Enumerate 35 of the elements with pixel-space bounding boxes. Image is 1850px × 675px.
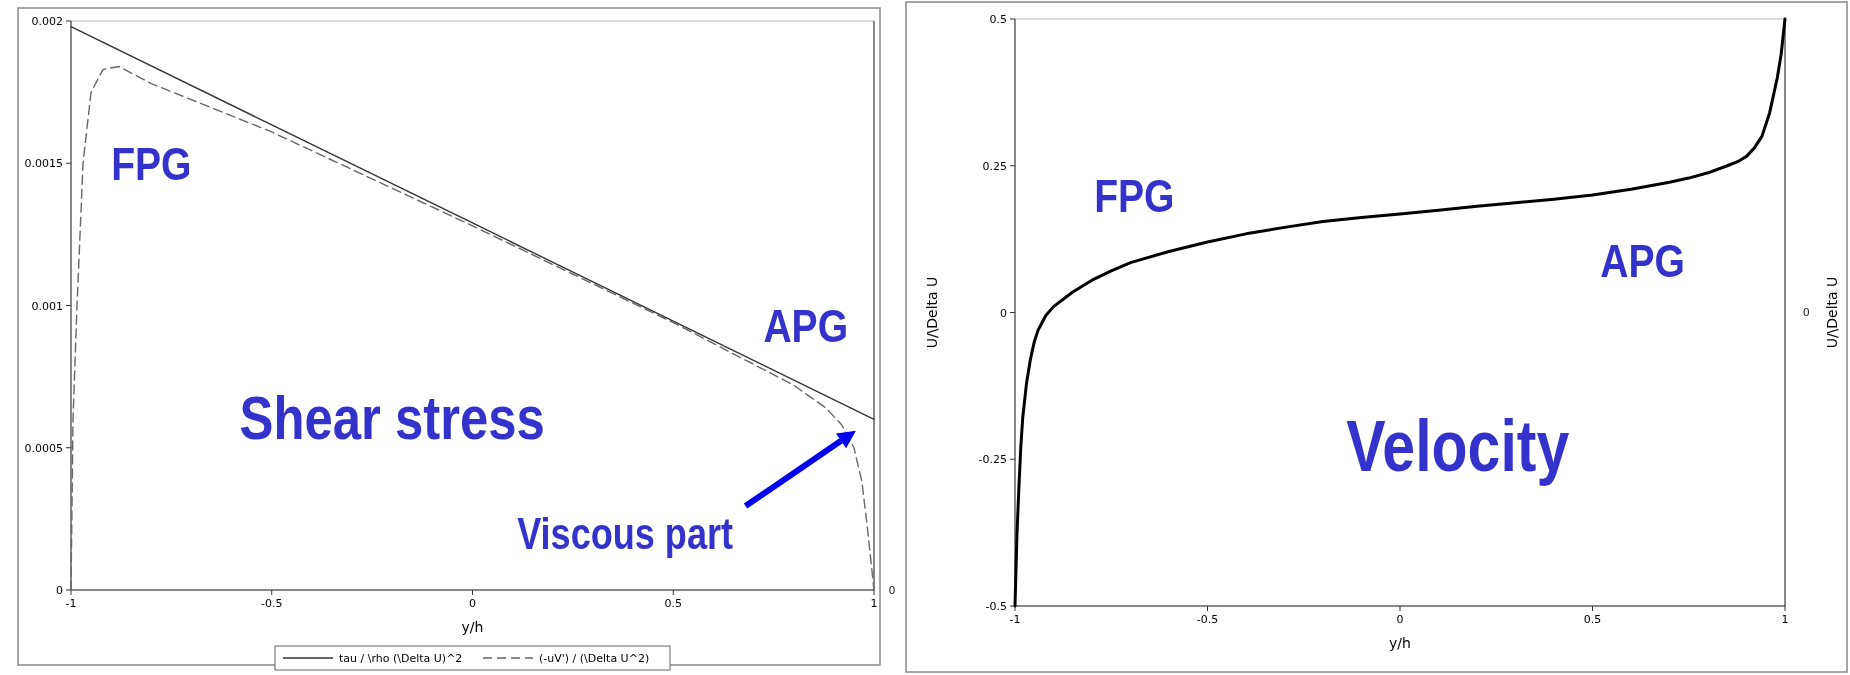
x-tick-label: 1 — [870, 597, 878, 610]
x-tick-label: 1 — [1781, 613, 1789, 626]
x-axis-title: y/h — [1389, 635, 1411, 651]
x-tick-label: 0.5 — [664, 597, 682, 610]
annotation: Viscous part — [517, 509, 733, 559]
y-tick-label: 0.5 — [989, 13, 1007, 26]
y-tick-label: -0.25 — [978, 453, 1007, 467]
annotation: Shear stress — [239, 383, 545, 452]
x-tick-label: -1 — [65, 597, 77, 610]
y-tick-label: 0 — [1000, 306, 1007, 320]
x-tick-label: 0 — [1396, 613, 1404, 626]
annotation: Velocity — [1346, 405, 1570, 487]
line-series — [1013, 17, 1787, 608]
annotation: APG — [763, 299, 849, 352]
y-axis-title: U/\Delta U — [924, 276, 940, 349]
y2-axis-title: U/\Delta U — [1824, 276, 1840, 349]
annotation: FPG — [1094, 169, 1175, 222]
x-tick-label: -0.5 — [261, 597, 283, 610]
y-tick-label: 0.0015 — [24, 157, 63, 171]
x-axis-title: y/h — [461, 619, 484, 635]
x-tick-label: -0.5 — [1196, 613, 1219, 626]
y-tick-label: 0.25 — [982, 159, 1007, 173]
x-tick-label: 0.5 — [1583, 613, 1602, 626]
y-tick-label: 0.0005 — [24, 441, 63, 455]
text: 0 — [888, 583, 896, 597]
y-tick-label: 0 — [56, 584, 63, 597]
annotation: APG — [1600, 234, 1685, 287]
legend-label: (-uV') / (\Delta U^2) — [539, 652, 650, 665]
annotation: FPG — [111, 137, 192, 190]
legend-label: tau / \rho (\Delta U)^2 — [339, 652, 463, 665]
x-tick-label: 0 — [469, 597, 476, 610]
y-tick-label: 0.002 — [31, 15, 63, 28]
text: 0 — [1802, 306, 1810, 320]
x-tick-label: -1 — [1009, 613, 1021, 626]
y-tick-label: 0.001 — [31, 299, 63, 313]
